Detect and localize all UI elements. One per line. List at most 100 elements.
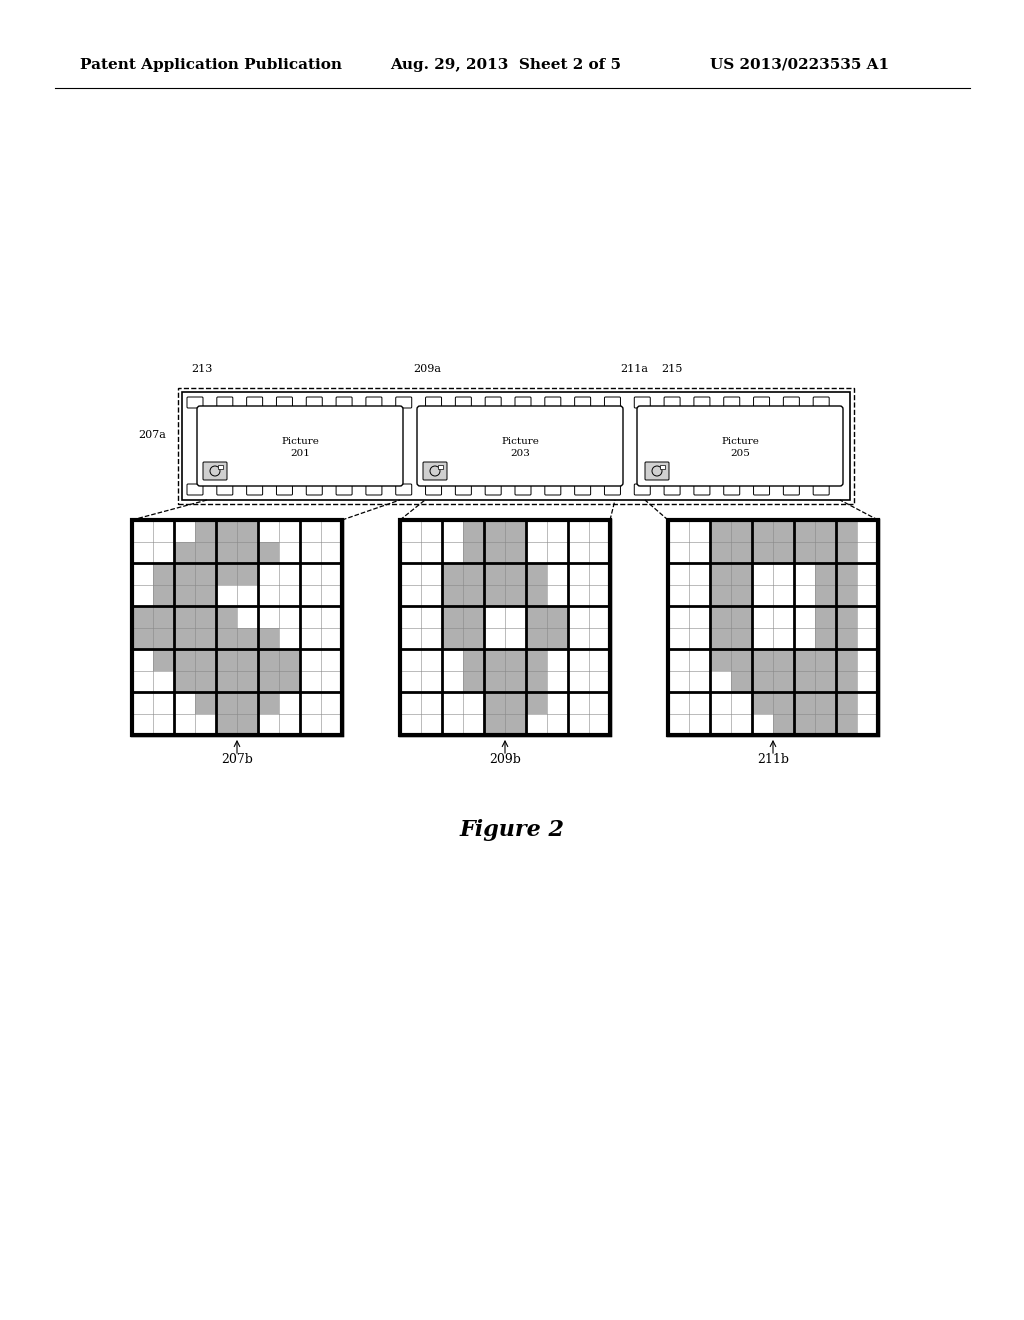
Bar (547, 520, 568, 541)
Bar (321, 564, 342, 585)
Bar (216, 564, 237, 585)
Bar (773, 606, 794, 627)
Bar (237, 564, 258, 585)
FancyBboxPatch shape (604, 397, 621, 408)
Bar (442, 564, 463, 585)
Bar (505, 714, 526, 735)
Bar (568, 649, 589, 671)
Bar (773, 692, 794, 714)
Bar (174, 649, 195, 671)
Bar (857, 520, 878, 541)
Bar (660, 465, 665, 469)
Bar (589, 714, 610, 735)
Bar (689, 541, 710, 564)
Bar (279, 714, 300, 735)
Bar (195, 541, 216, 564)
Bar (568, 564, 589, 585)
FancyBboxPatch shape (724, 397, 739, 408)
Bar (174, 564, 195, 585)
FancyBboxPatch shape (665, 397, 680, 408)
Bar (773, 541, 794, 564)
Bar (463, 541, 484, 564)
Bar (794, 671, 815, 692)
Bar (421, 585, 442, 606)
Bar (689, 606, 710, 627)
Bar (400, 606, 421, 627)
FancyBboxPatch shape (783, 484, 800, 495)
Bar (857, 714, 878, 735)
Bar (752, 564, 773, 585)
Bar (153, 520, 174, 541)
Bar (689, 627, 710, 649)
FancyBboxPatch shape (366, 397, 382, 408)
Text: Picture: Picture (721, 437, 759, 446)
Bar (589, 649, 610, 671)
Text: 205: 205 (730, 450, 750, 458)
Bar (421, 606, 442, 627)
Text: 213: 213 (191, 364, 213, 374)
Bar (421, 671, 442, 692)
Bar (857, 649, 878, 671)
FancyBboxPatch shape (754, 484, 770, 495)
Bar (300, 714, 321, 735)
Bar (174, 627, 195, 649)
Bar (300, 541, 321, 564)
Bar (300, 627, 321, 649)
Bar (668, 585, 689, 606)
Bar (321, 606, 342, 627)
Bar (132, 692, 153, 714)
Bar (836, 671, 857, 692)
Bar (689, 585, 710, 606)
Bar (321, 541, 342, 564)
Bar (547, 714, 568, 735)
Text: 207a: 207a (138, 430, 166, 440)
Bar (815, 692, 836, 714)
Bar (815, 541, 836, 564)
Bar (568, 541, 589, 564)
Bar (216, 541, 237, 564)
Text: Picture: Picture (501, 437, 539, 446)
Bar (752, 541, 773, 564)
Bar (153, 649, 174, 671)
Bar (216, 606, 237, 627)
Bar (689, 714, 710, 735)
Bar (442, 520, 463, 541)
Bar (216, 692, 237, 714)
Bar (400, 671, 421, 692)
Bar (174, 606, 195, 627)
FancyBboxPatch shape (336, 484, 352, 495)
Bar (836, 649, 857, 671)
Bar (731, 520, 752, 541)
Bar (132, 564, 153, 585)
Bar (526, 692, 547, 714)
Bar (710, 585, 731, 606)
Bar (484, 585, 505, 606)
FancyBboxPatch shape (217, 484, 232, 495)
Bar (794, 692, 815, 714)
Bar (300, 671, 321, 692)
Bar (857, 606, 878, 627)
Bar (794, 606, 815, 627)
Bar (237, 649, 258, 671)
FancyBboxPatch shape (634, 397, 650, 408)
FancyBboxPatch shape (217, 397, 232, 408)
Bar (857, 564, 878, 585)
Bar (216, 627, 237, 649)
Bar (484, 692, 505, 714)
Bar (505, 692, 526, 714)
Bar (421, 692, 442, 714)
Bar (815, 649, 836, 671)
FancyBboxPatch shape (276, 397, 293, 408)
Bar (400, 520, 610, 735)
Bar (321, 692, 342, 714)
Bar (400, 714, 421, 735)
Bar (568, 520, 589, 541)
Bar (568, 606, 589, 627)
Bar (195, 585, 216, 606)
Bar (195, 564, 216, 585)
Bar (505, 541, 526, 564)
Bar (815, 627, 836, 649)
Bar (752, 520, 773, 541)
Text: 207b: 207b (221, 752, 253, 766)
Bar (484, 564, 505, 585)
